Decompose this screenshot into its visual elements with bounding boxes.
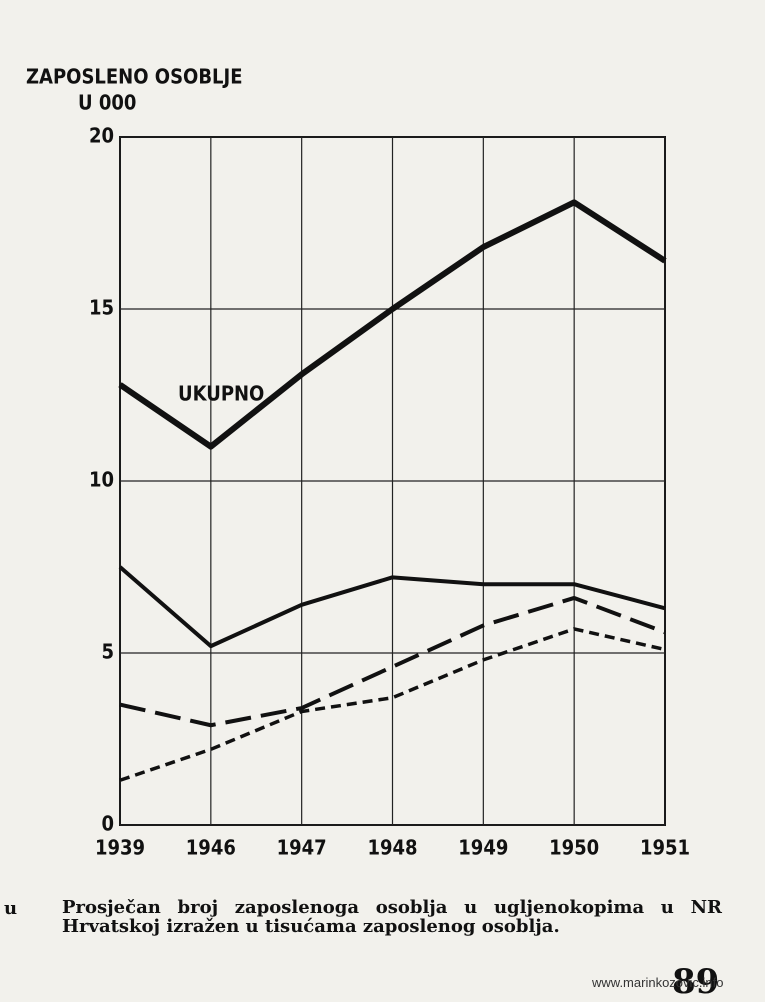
- y-axis-label: U 000: [78, 91, 136, 115]
- caption-marker: u: [4, 898, 18, 919]
- caption: Prosječan broj zaposlenoga osoblja u ugl…: [62, 897, 722, 937]
- x-tick-label: 1948: [367, 836, 417, 860]
- series-label: UKUPNO: [178, 382, 264, 406]
- y-tick-label: 15: [89, 296, 114, 320]
- series-line: [118, 565, 666, 649]
- x-tick-label: 1946: [186, 836, 236, 860]
- series-line: [118, 199, 667, 450]
- y-tick-label: 5: [101, 640, 114, 664]
- x-tick-label: 1939: [95, 836, 145, 860]
- series-line: [119, 627, 666, 782]
- x-tick-label: 1951: [640, 836, 690, 860]
- watermark: www.marinkozovic.info: [592, 975, 724, 990]
- y-tick-label: 10: [89, 468, 114, 492]
- chart-title: ZAPOSLENO OSOBLJE: [26, 65, 242, 89]
- x-tick-label: 1949: [458, 836, 508, 860]
- y-tick-label: 0: [101, 812, 114, 836]
- y-tick-label: 20: [89, 124, 114, 148]
- page-number: 89: [672, 962, 720, 1002]
- x-tick-label: 1947: [277, 836, 327, 860]
- chart: ZAPOSLENO OSOBLJE U 000 0 5 10 15 20 1939 1946…: [26, 65, 690, 860]
- series-line: [119, 595, 666, 728]
- x-tick-label: 1950: [549, 836, 599, 860]
